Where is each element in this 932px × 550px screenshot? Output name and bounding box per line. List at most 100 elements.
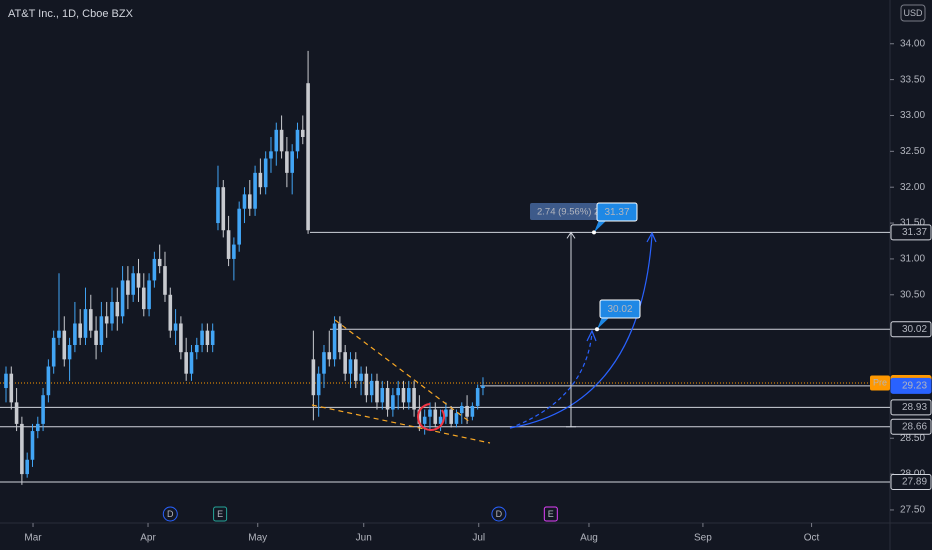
- candle-body: [115, 301, 120, 317]
- event-icon[interactable]: [213, 506, 228, 522]
- candle-body: [141, 287, 146, 310]
- candle-body: [232, 244, 236, 259]
- candle-body: [279, 129, 284, 152]
- price-label: 29.23: [902, 381, 927, 392]
- callout-anchor: [595, 327, 599, 332]
- price-label-box: [890, 224, 932, 241]
- candle-body: [30, 431, 35, 460]
- price-label-box: [890, 473, 932, 490]
- event-label[interactable]: D: [167, 509, 174, 519]
- candle-body: [391, 395, 395, 410]
- candle-body: [221, 187, 226, 231]
- callout-box: [599, 299, 641, 319]
- candle-body: [4, 373, 8, 389]
- candle-body: [401, 388, 406, 403]
- candle-body: [385, 388, 390, 410]
- candle-body: [14, 402, 19, 424]
- candle-body: [78, 323, 82, 338]
- candle-body: [94, 330, 98, 345]
- event-label[interactable]: E: [548, 509, 554, 519]
- candle-body: [274, 129, 279, 152]
- callout-anchor: [592, 230, 596, 235]
- currency[interactable]: USD: [903, 8, 923, 18]
- price-label-box: [890, 399, 932, 416]
- currency-box[interactable]: [900, 4, 926, 22]
- candle-body: [110, 301, 114, 324]
- arrow-head: [566, 231, 576, 239]
- candle-body: [438, 416, 443, 424]
- y-tick-label: 31.50: [900, 218, 925, 229]
- candle-body: [470, 405, 475, 417]
- candle-body: [311, 359, 316, 396]
- price-label-box: [890, 321, 932, 338]
- candle-body: [406, 388, 411, 403]
- candle-body: [20, 423, 24, 475]
- chart-title: AT&T Inc., 1D, Cboe BZX: [8, 8, 134, 20]
- event-label[interactable]: D: [496, 509, 503, 519]
- candle-body: [263, 158, 268, 188]
- candle-body: [290, 151, 294, 173]
- candle-body: [152, 258, 157, 281]
- candle-body: [380, 388, 385, 403]
- y-tick-label: 33.50: [900, 74, 925, 85]
- overlay: 2.74 (9.56%) 27 31.37 30.02: [311, 202, 657, 444]
- x-tick-label: Sep: [694, 533, 712, 544]
- candle-body: [9, 373, 14, 403]
- event-icon[interactable]: [162, 506, 178, 522]
- candle-body: [295, 129, 300, 152]
- event-icon[interactable]: [543, 506, 558, 522]
- candle-body: [433, 409, 438, 424]
- candle-body: [428, 409, 432, 417]
- pre-box: [870, 375, 890, 391]
- candle-body: [73, 323, 77, 345]
- candle-body: [348, 359, 353, 374]
- candle-body: [57, 330, 61, 338]
- candle-body: [306, 83, 310, 231]
- arrow-head: [586, 329, 597, 342]
- price-label: 31.37: [902, 227, 927, 238]
- event-icon[interactable]: [491, 506, 507, 522]
- candle-body: [364, 373, 369, 396]
- candle-body: [163, 266, 167, 295]
- candle-body: [189, 352, 194, 374]
- callout-text: 30.02: [607, 304, 632, 315]
- candle-body: [449, 409, 453, 424]
- candle-body: [168, 294, 173, 331]
- event-label[interactable]: E: [217, 509, 223, 519]
- candle-body: [332, 323, 337, 360]
- candle-body: [327, 352, 332, 360]
- candle-body: [147, 280, 151, 310]
- candle-body: [253, 172, 257, 209]
- candle-body: [157, 258, 162, 267]
- price-label: 27.89: [902, 477, 927, 488]
- candle-body: [417, 409, 422, 424]
- pre-label: Pre: [873, 377, 887, 387]
- candle-body: [200, 330, 204, 345]
- candle-body: [136, 273, 141, 288]
- callout-pointer: [597, 317, 610, 330]
- candle-body: [62, 330, 67, 360]
- y-tick-label: 31.00: [900, 254, 925, 265]
- candle-body: [226, 230, 231, 259]
- candle-body: [41, 395, 45, 424]
- callout-text: 31.37: [604, 207, 629, 218]
- candle-body: [459, 405, 464, 414]
- candle-body: [322, 352, 326, 374]
- wedge-line: [334, 319, 471, 423]
- measure-box: [530, 203, 600, 220]
- x-tick-label: Jul: [472, 533, 485, 544]
- candle-body: [444, 409, 448, 417]
- candle-body: [104, 316, 109, 324]
- candle-body: [120, 280, 125, 317]
- price-label: 28.66: [902, 421, 927, 432]
- candle-body: [25, 459, 29, 475]
- y-tick-label: 34.00: [900, 38, 925, 49]
- y-tick-label: 32.00: [900, 182, 925, 193]
- candle-body: [173, 323, 178, 331]
- candle-body: [51, 337, 56, 367]
- candle-body: [269, 151, 273, 159]
- wedge-line: [311, 404, 491, 444]
- callout-pointer: [594, 220, 607, 233]
- x-tick-label: Aug: [580, 533, 598, 544]
